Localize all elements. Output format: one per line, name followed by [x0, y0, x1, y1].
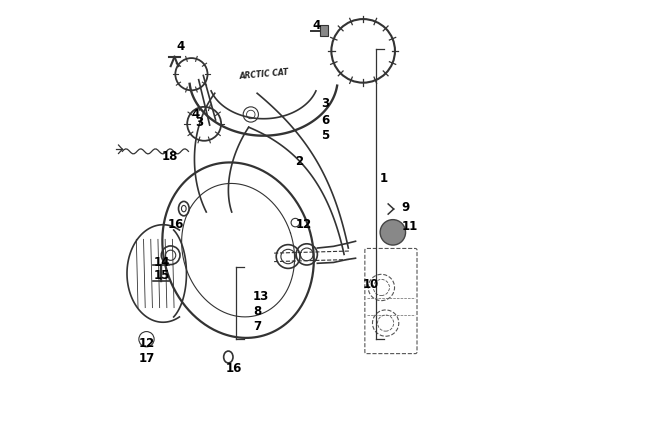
Text: 5: 5 — [320, 129, 329, 142]
Text: 9: 9 — [401, 201, 410, 214]
Text: 16: 16 — [226, 363, 242, 375]
Text: 4: 4 — [192, 108, 200, 121]
Text: 13: 13 — [253, 290, 269, 303]
Text: 3: 3 — [320, 98, 329, 110]
Text: 7: 7 — [253, 320, 261, 333]
Text: ARCTIC CAT: ARCTIC CAT — [239, 67, 289, 81]
Text: 4: 4 — [312, 19, 320, 32]
Text: 3: 3 — [196, 117, 204, 129]
Text: 12: 12 — [295, 218, 311, 231]
Text: 4: 4 — [177, 40, 185, 53]
Text: 2: 2 — [295, 155, 304, 167]
Text: 10: 10 — [363, 278, 380, 290]
Text: 14: 14 — [153, 257, 170, 269]
Bar — [320, 25, 328, 36]
Text: 17: 17 — [138, 352, 155, 365]
Text: 15: 15 — [153, 269, 170, 282]
Text: 1: 1 — [380, 172, 388, 184]
Text: 12: 12 — [138, 337, 155, 350]
Text: 18: 18 — [162, 151, 178, 163]
Text: 11: 11 — [401, 220, 417, 233]
Text: 16: 16 — [168, 218, 185, 231]
Text: 8: 8 — [253, 305, 261, 318]
Text: 6: 6 — [320, 114, 329, 127]
Circle shape — [380, 220, 406, 245]
